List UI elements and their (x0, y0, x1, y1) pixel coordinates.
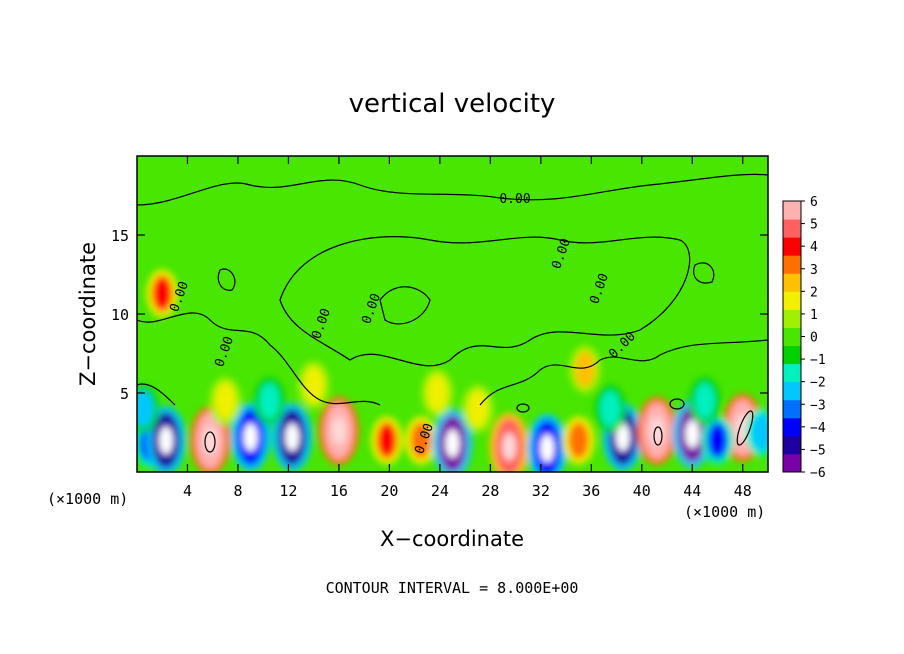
x-unit-left: (×1000 m) (47, 490, 128, 508)
x-tick-label: 36 (582, 482, 600, 500)
x-unit-right: (×1000 m) (684, 503, 765, 521)
x-tick-label: 4 (183, 482, 192, 500)
field-cell (303, 367, 324, 404)
colorbar-label: −1 (810, 353, 826, 368)
colorbar-label: −2 (810, 376, 826, 391)
field-cell (467, 390, 488, 427)
colorbar-swatch (783, 453, 801, 473)
colorbar-label: −6 (810, 466, 826, 481)
contour-line (736, 410, 754, 446)
y-tick-label: 15 (111, 227, 129, 245)
contour-line (279, 236, 691, 367)
contour-line (479, 339, 768, 406)
x-tick-label: 12 (279, 482, 297, 500)
x-tick-label: 40 (633, 482, 651, 500)
y-axis-label: Z−coordinate (76, 242, 100, 386)
colorbar-swatch (783, 309, 801, 328)
colorbar-swatch (783, 345, 801, 365)
colorbar-swatch (783, 435, 801, 455)
colorbar-swatch (783, 381, 801, 401)
field-cell (215, 382, 236, 419)
colorbar-swatch (783, 291, 801, 310)
contour-line (516, 403, 530, 413)
field-cell (600, 390, 621, 427)
contour-line (137, 312, 381, 406)
contour-line (137, 383, 176, 406)
field-cell-core (159, 426, 174, 455)
field-cell-core (243, 423, 258, 452)
contour-line (693, 262, 715, 284)
field-cell (410, 422, 431, 459)
colorbar-label: 0 (810, 331, 818, 346)
x-tick-label: 44 (683, 482, 701, 500)
field-cell (694, 382, 715, 419)
x-tick-label: 24 (431, 482, 449, 500)
colorbar-label: −5 (810, 443, 826, 458)
x-tick-label: 20 (380, 482, 398, 500)
y-tick-label: 10 (111, 306, 129, 324)
colorbar-label: 6 (810, 195, 818, 210)
colorbar-swatch (783, 327, 801, 347)
colorbar-label: 4 (810, 240, 818, 255)
field-cell (568, 422, 589, 459)
contour-line (204, 431, 216, 453)
colorbar-swatch (783, 417, 801, 437)
field-cell (137, 390, 154, 427)
field-cell (427, 375, 448, 411)
colorbar-swatch (783, 273, 801, 292)
colorbar-swatch (783, 363, 801, 383)
contour-label: 0.00 (499, 192, 530, 207)
x-tick-label: 48 (734, 482, 752, 500)
field-cell (259, 382, 280, 419)
field-cell-core (285, 423, 300, 452)
field-cell-core (615, 423, 630, 452)
chart-title: vertical velocity (349, 89, 556, 119)
x-tick-label: 16 (330, 482, 348, 500)
colorbar-swatch (783, 219, 801, 238)
colorbar-swatch (783, 255, 801, 274)
plot-area: 0.000.000.00 0.000.000.000.000.000.00 (137, 156, 768, 472)
field-cell (575, 351, 596, 388)
field-cell-core (685, 420, 700, 449)
colorbar-label: 1 (810, 308, 818, 323)
contour-line (137, 173, 768, 206)
colorbar-label: −4 (810, 421, 826, 436)
x-tick-label: 8 (233, 482, 242, 500)
x-axis-label: X−coordinate (380, 527, 524, 551)
field-cell-core (331, 416, 346, 445)
contour-line (653, 426, 663, 446)
contour-line (669, 398, 685, 410)
field-cell (152, 275, 173, 312)
contour-line (379, 286, 431, 325)
x-tick-label: 28 (481, 482, 499, 500)
field-cell (707, 422, 728, 459)
colorbar-labels: 6 5 4 3 2 1 0 −1 −2 −3 −4 −5 −6 (801, 195, 826, 481)
field-cell-core (502, 432, 517, 461)
colorbar-swatch (783, 237, 801, 256)
x-tick-label: 32 (532, 482, 550, 500)
field-cell-core (445, 429, 460, 458)
colorbar-label: 5 (810, 218, 818, 233)
y-tick-label: 5 (120, 385, 129, 403)
colorbar-swatch (783, 399, 801, 419)
colorbar-swatch (783, 201, 801, 220)
field-cell (376, 422, 397, 459)
colorbar (783, 201, 801, 473)
field-cell (751, 414, 768, 451)
field-cell-core (540, 434, 555, 463)
colorbar-label: −3 (810, 398, 826, 413)
zero-contours (137, 173, 768, 453)
contour-line (217, 268, 236, 291)
colorbar-label: 2 (810, 285, 818, 300)
colorbar-label: 3 (810, 263, 818, 278)
field-cell-core (649, 416, 664, 445)
velocity-field (137, 269, 768, 472)
contour-interval-note: CONTOUR INTERVAL = 8.000E+00 (326, 579, 579, 597)
